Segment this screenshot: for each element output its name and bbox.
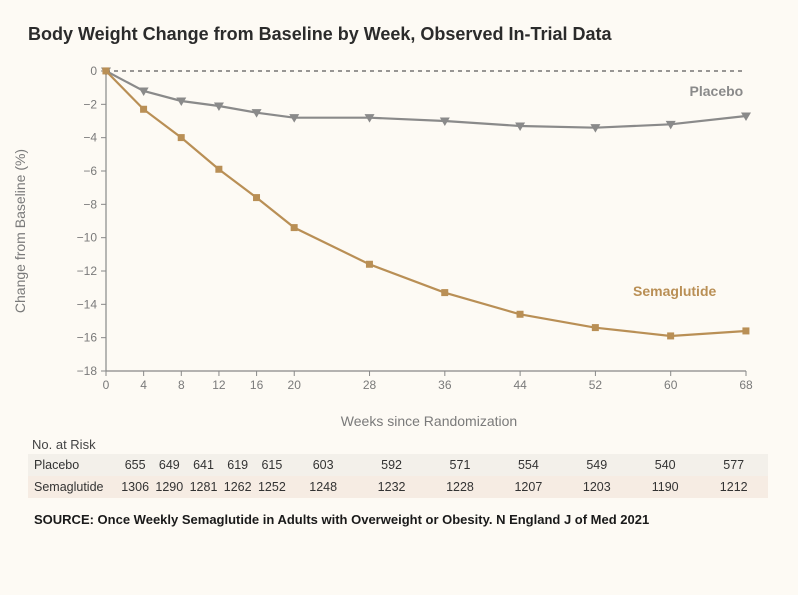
svg-text:12: 12 — [212, 378, 226, 392]
risk-cell: 1232 — [357, 476, 425, 498]
risk-table: Placebo655649641619615603592571554549540… — [28, 454, 768, 498]
source-citation: SOURCE: Once Weekly Semaglutide in Adult… — [34, 512, 770, 527]
risk-cell: 571 — [426, 454, 494, 476]
svg-text:20: 20 — [288, 378, 302, 392]
svg-text:28: 28 — [363, 378, 377, 392]
svg-text:8: 8 — [178, 378, 185, 392]
svg-text:0: 0 — [103, 378, 110, 392]
svg-text:68: 68 — [739, 378, 753, 392]
svg-text:−2: −2 — [83, 97, 97, 111]
svg-text:−18: −18 — [77, 364, 98, 378]
svg-text:−10: −10 — [77, 231, 98, 245]
risk-table-title: No. at Risk — [32, 437, 770, 452]
risk-cell: 577 — [699, 454, 768, 476]
risk-cell: 1190 — [631, 476, 699, 498]
svg-text:16: 16 — [250, 378, 264, 392]
risk-cell: 1207 — [494, 476, 562, 498]
risk-row-semaglutide: Semaglutide13061290128112621252124812321… — [28, 476, 768, 498]
risk-cell: 1228 — [426, 476, 494, 498]
page: Body Weight Change from Baseline by Week… — [0, 0, 798, 595]
risk-cell: 655 — [118, 454, 152, 476]
risk-cell: 1203 — [563, 476, 631, 498]
svg-text:−8: −8 — [83, 197, 97, 211]
risk-cell: 592 — [357, 454, 425, 476]
svg-text:52: 52 — [589, 378, 603, 392]
chart-container: Change from Baseline (%) 0−2−4−6−8−10−12… — [28, 51, 768, 411]
x-axis-label: Weeks since Randomization — [88, 413, 770, 429]
svg-text:−4: −4 — [83, 131, 97, 145]
svg-text:−12: −12 — [77, 264, 98, 278]
svg-text:4: 4 — [140, 378, 147, 392]
svg-text:−14: −14 — [77, 297, 98, 311]
risk-cell: 603 — [289, 454, 357, 476]
risk-cell: 1290 — [152, 476, 186, 498]
y-axis-label: Change from Baseline (%) — [12, 149, 28, 313]
risk-cell: 540 — [631, 454, 699, 476]
risk-row-label: Placebo — [28, 454, 118, 476]
svg-text:Semaglutide: Semaglutide — [633, 283, 716, 299]
risk-cell: 1306 — [118, 476, 152, 498]
risk-cell: 549 — [563, 454, 631, 476]
risk-row-label: Semaglutide — [28, 476, 118, 498]
risk-cell: 1281 — [186, 476, 220, 498]
risk-cell: 1262 — [221, 476, 255, 498]
svg-text:Placebo: Placebo — [690, 83, 744, 99]
risk-row-placebo: Placebo655649641619615603592571554549540… — [28, 454, 768, 476]
svg-text:36: 36 — [438, 378, 452, 392]
risk-cell: 1212 — [699, 476, 768, 498]
svg-text:0: 0 — [90, 64, 97, 78]
svg-text:−6: −6 — [83, 164, 97, 178]
svg-text:44: 44 — [513, 378, 527, 392]
risk-cell: 615 — [255, 454, 289, 476]
chart-title: Body Weight Change from Baseline by Week… — [28, 24, 770, 45]
risk-cell: 554 — [494, 454, 562, 476]
risk-cell: 649 — [152, 454, 186, 476]
svg-text:−16: −16 — [77, 331, 98, 345]
svg-text:60: 60 — [664, 378, 678, 392]
line-chart: 0 −2 −4 −6 −8 −10 −12 −14 −16 −18 0 4 8 12 16 20 28 36 44 5… — [28, 51, 768, 411]
risk-cell: 1252 — [255, 476, 289, 498]
risk-cell: 619 — [221, 454, 255, 476]
risk-cell: 641 — [186, 454, 220, 476]
risk-cell: 1248 — [289, 476, 357, 498]
